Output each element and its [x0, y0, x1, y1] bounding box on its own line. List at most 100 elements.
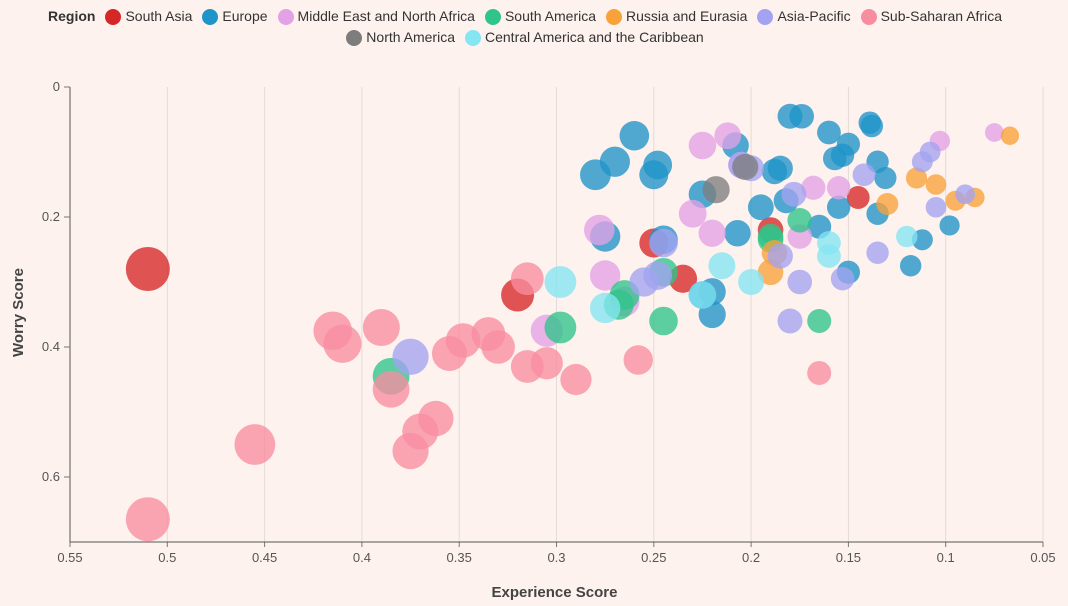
- data-point[interactable]: [530, 347, 563, 380]
- data-point[interactable]: [866, 241, 889, 264]
- data-point[interactable]: [905, 167, 928, 189]
- data-point[interactable]: [619, 120, 650, 151]
- data-point[interactable]: [781, 181, 807, 207]
- legend-swatch: [346, 29, 363, 46]
- data-point[interactable]: [939, 215, 960, 236]
- legend-item[interactable]: Central America and the Caribbean: [465, 27, 704, 48]
- data-point[interactable]: [589, 292, 621, 324]
- data-point[interactable]: [708, 252, 736, 280]
- data-point[interactable]: [643, 150, 673, 180]
- data-point[interactable]: [747, 194, 774, 221]
- data-point[interactable]: [362, 309, 400, 346]
- data-point[interactable]: [899, 255, 922, 277]
- data-point[interactable]: [623, 345, 653, 375]
- data-point[interactable]: [584, 214, 615, 246]
- legend: Region South Asia Europe Middle East and No…: [30, 6, 1030, 48]
- data-point[interactable]: [544, 311, 577, 344]
- data-point[interactable]: [826, 176, 851, 200]
- data-point[interactable]: [817, 120, 841, 145]
- data-point[interactable]: [846, 186, 870, 209]
- data-point[interactable]: [787, 207, 813, 233]
- legend-swatch: [757, 8, 774, 25]
- data-point[interactable]: [643, 261, 673, 290]
- y-tick-label: 0: [53, 79, 60, 94]
- data-point[interactable]: [807, 361, 832, 385]
- x-tick-label: 0.5: [158, 550, 176, 565]
- data-point[interactable]: [876, 193, 899, 215]
- data-point[interactable]: [510, 262, 544, 296]
- legend-label: North America: [366, 29, 455, 45]
- legend-item[interactable]: Sub-Saharan Africa: [860, 6, 1002, 27]
- data-point[interactable]: [599, 146, 630, 177]
- y-axis-title: Worry Score: [10, 268, 27, 357]
- data-point[interactable]: [649, 228, 678, 258]
- data-point[interactable]: [955, 184, 976, 205]
- data-point[interactable]: [649, 306, 678, 336]
- data-point[interactable]: [702, 176, 730, 204]
- data-point[interactable]: [372, 370, 410, 408]
- data-point[interactable]: [560, 363, 592, 396]
- y-tick-label: 0.2: [42, 209, 60, 224]
- legend-label: Middle East and North Africa: [297, 8, 475, 24]
- data-point[interactable]: [925, 174, 947, 195]
- legend-swatch: [202, 8, 219, 25]
- legend-item[interactable]: Europe: [202, 6, 268, 27]
- data-point[interactable]: [984, 123, 1004, 142]
- legend-item[interactable]: Middle East and North Africa: [277, 6, 475, 27]
- legend-label: Asia-Pacific: [777, 8, 851, 24]
- data-point[interactable]: [874, 166, 897, 190]
- data-point[interactable]: [738, 269, 765, 295]
- data-point[interactable]: [789, 103, 814, 129]
- data-point[interactable]: [418, 400, 454, 437]
- legend-item[interactable]: North America: [346, 27, 455, 48]
- data-point[interactable]: [688, 281, 717, 309]
- legend-item[interactable]: Russia and Eurasia: [606, 6, 747, 27]
- legend-item[interactable]: South America: [484, 6, 596, 27]
- data-point[interactable]: [767, 243, 793, 269]
- data-point[interactable]: [919, 141, 941, 163]
- data-point[interactable]: [925, 196, 947, 218]
- data-point[interactable]: [896, 225, 918, 248]
- data-point[interactable]: [234, 424, 276, 465]
- x-tick-label: 0.35: [447, 550, 472, 565]
- data-point[interactable]: [1000, 126, 1020, 145]
- legend-label: Central America and the Caribbean: [485, 29, 704, 45]
- data-point[interactable]: [830, 267, 855, 291]
- legend-label: Russia and Eurasia: [626, 8, 748, 24]
- data-point[interactable]: [678, 199, 707, 228]
- y-tick-label: 0.6: [42, 469, 60, 484]
- data-point[interactable]: [732, 153, 759, 181]
- data-point[interactable]: [544, 266, 577, 298]
- data-point[interactable]: [777, 308, 803, 334]
- x-tick-label: 0.55: [57, 550, 82, 565]
- data-point[interactable]: [323, 324, 362, 363]
- data-point[interactable]: [481, 330, 515, 364]
- data-point[interactable]: [826, 195, 851, 219]
- data-point[interactable]: [787, 269, 813, 295]
- data-point[interactable]: [807, 309, 832, 333]
- data-point[interactable]: [125, 247, 170, 291]
- data-point[interactable]: [589, 260, 621, 291]
- legend-label: Europe: [222, 8, 268, 24]
- legend-swatch: [484, 8, 501, 25]
- data-point[interactable]: [392, 338, 429, 375]
- data-point[interactable]: [698, 219, 726, 247]
- data-point[interactable]: [767, 155, 793, 181]
- legend-item[interactable]: South Asia: [105, 6, 192, 27]
- legend-swatch: [277, 8, 294, 25]
- data-point[interactable]: [688, 131, 717, 160]
- data-point[interactable]: [724, 220, 751, 247]
- data-point[interactable]: [836, 132, 861, 156]
- data-point[interactable]: [714, 122, 742, 150]
- data-point[interactable]: [852, 163, 876, 187]
- data-point[interactable]: [817, 244, 841, 268]
- x-tick-label: 0.45: [252, 550, 277, 565]
- data-point[interactable]: [860, 114, 884, 138]
- legend-item[interactable]: Asia-Pacific: [757, 6, 851, 27]
- x-tick-label: 0.1: [937, 550, 955, 565]
- y-tick-label: 0.4: [42, 339, 60, 354]
- data-point[interactable]: [125, 497, 170, 542]
- data-point[interactable]: [801, 175, 826, 200]
- x-tick-label: 0.2: [742, 550, 760, 565]
